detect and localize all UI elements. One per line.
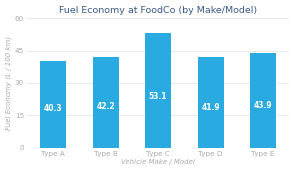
- X-axis label: Vehicle Make / Model: Vehicle Make / Model: [121, 159, 195, 166]
- Text: 41.9: 41.9: [201, 103, 220, 112]
- Bar: [198, 57, 224, 148]
- Title: Fuel Economy at FoodCo (by Make/Model): Fuel Economy at FoodCo (by Make/Model): [59, 5, 257, 15]
- Text: 42.2: 42.2: [96, 102, 115, 111]
- Y-axis label: Fuel Economy (L / 100 km): Fuel Economy (L / 100 km): [6, 36, 12, 130]
- Text: 40.3: 40.3: [44, 104, 63, 113]
- Bar: [250, 53, 276, 148]
- Bar: [145, 33, 171, 148]
- Bar: [93, 57, 119, 148]
- Bar: [40, 61, 66, 148]
- Text: 43.9: 43.9: [254, 101, 273, 110]
- Text: 53.1: 53.1: [149, 92, 167, 101]
